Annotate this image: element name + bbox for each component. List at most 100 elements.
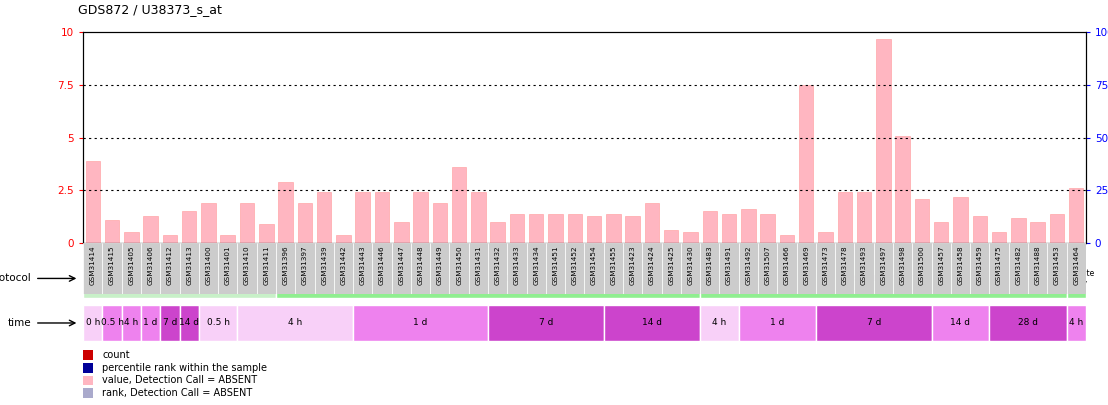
Text: GSM31452: GSM31452 [572, 245, 578, 285]
Bar [179, 243, 198, 294]
Bar [719, 243, 739, 294]
Bar [182, 211, 196, 243]
Bar [1067, 259, 1086, 298]
Text: GSM31406: GSM31406 [147, 245, 154, 285]
Bar [739, 243, 758, 294]
Text: GSM31498: GSM31498 [900, 245, 905, 285]
Bar [198, 243, 218, 294]
Text: severe injury: severe injury [847, 273, 920, 283]
Bar [1030, 222, 1045, 243]
Bar [1067, 305, 1086, 341]
Bar [372, 243, 391, 294]
Bar [102, 243, 122, 294]
Bar [758, 243, 778, 294]
Bar [684, 232, 698, 243]
Bar [819, 232, 833, 243]
Bar [681, 243, 700, 294]
Bar [202, 203, 216, 243]
Bar [548, 213, 563, 243]
Text: GSM31439: GSM31439 [321, 245, 327, 285]
Bar [1069, 188, 1084, 243]
Bar [471, 192, 485, 243]
Bar [83, 350, 93, 360]
Bar [1028, 243, 1047, 294]
Bar [105, 220, 120, 243]
Bar [411, 243, 430, 294]
Bar [83, 376, 93, 385]
Text: 7 d: 7 d [538, 318, 553, 328]
Text: 1 d: 1 d [413, 318, 428, 328]
Bar [334, 243, 353, 294]
Text: 14 d: 14 d [642, 318, 661, 328]
Text: value, Detection Call = ABSENT: value, Detection Call = ABSENT [102, 375, 258, 386]
Bar [876, 39, 891, 243]
Bar [122, 305, 141, 341]
Bar [664, 230, 678, 243]
Bar [760, 213, 774, 243]
Text: 0.5 h: 0.5 h [101, 318, 123, 328]
Text: 14 d: 14 d [951, 318, 971, 328]
Bar [604, 243, 623, 294]
Bar [797, 243, 815, 294]
Bar [124, 232, 138, 243]
Text: 4 h: 4 h [712, 318, 727, 328]
Bar [510, 213, 524, 243]
Bar [815, 305, 932, 341]
Text: 0 h: 0 h [85, 318, 100, 328]
Bar [587, 215, 602, 243]
Text: GSM31413: GSM31413 [186, 245, 192, 285]
Text: GDS872 / U38373_s_at: GDS872 / U38373_s_at [78, 3, 222, 16]
Text: 1 d: 1 d [143, 318, 157, 328]
Bar [469, 243, 488, 294]
Bar [353, 243, 372, 294]
Bar [315, 243, 334, 294]
Text: GSM31454: GSM31454 [591, 245, 597, 285]
Text: GSM31414: GSM31414 [90, 245, 95, 285]
Bar [661, 243, 681, 294]
Bar [623, 243, 643, 294]
Bar [526, 243, 546, 294]
Text: GSM31423: GSM31423 [629, 245, 636, 285]
Text: GSM31415: GSM31415 [109, 245, 115, 285]
Bar [989, 243, 1008, 294]
Bar [413, 192, 428, 243]
Bar [295, 243, 315, 294]
Bar [394, 222, 409, 243]
Bar [218, 243, 237, 294]
Bar [893, 243, 912, 294]
Bar [778, 243, 797, 294]
Text: GSM31497: GSM31497 [881, 245, 886, 285]
Text: moderate
injury: moderate injury [1057, 269, 1095, 288]
Bar [567, 213, 582, 243]
Bar [953, 197, 967, 243]
Bar [835, 243, 854, 294]
Text: 1 d: 1 d [770, 318, 784, 328]
Bar [838, 192, 852, 243]
Bar [741, 209, 756, 243]
Text: GSM31424: GSM31424 [649, 245, 655, 285]
Text: GSM31451: GSM31451 [553, 245, 558, 285]
Bar [83, 305, 102, 341]
Text: 4 h: 4 h [124, 318, 138, 328]
Bar [317, 192, 331, 243]
Text: GSM31457: GSM31457 [938, 245, 944, 285]
Bar [951, 243, 971, 294]
Text: GSM31446: GSM31446 [379, 245, 384, 285]
Bar [934, 222, 948, 243]
Bar [722, 213, 737, 243]
Bar [488, 243, 507, 294]
Text: GSM31433: GSM31433 [514, 245, 520, 285]
Text: GSM31443: GSM31443 [360, 245, 366, 285]
Text: 7 d: 7 d [866, 318, 881, 328]
Text: GSM31466: GSM31466 [784, 245, 790, 285]
Bar [430, 243, 450, 294]
Text: mild injury: mild injury [459, 273, 517, 283]
Bar [83, 259, 276, 298]
Bar [700, 259, 1067, 298]
Text: GSM31401: GSM31401 [225, 245, 230, 285]
Bar [237, 243, 257, 294]
Text: GSM31464: GSM31464 [1074, 245, 1079, 285]
Text: GSM31397: GSM31397 [301, 245, 308, 285]
Bar [356, 192, 370, 243]
Text: GSM31469: GSM31469 [803, 245, 809, 285]
